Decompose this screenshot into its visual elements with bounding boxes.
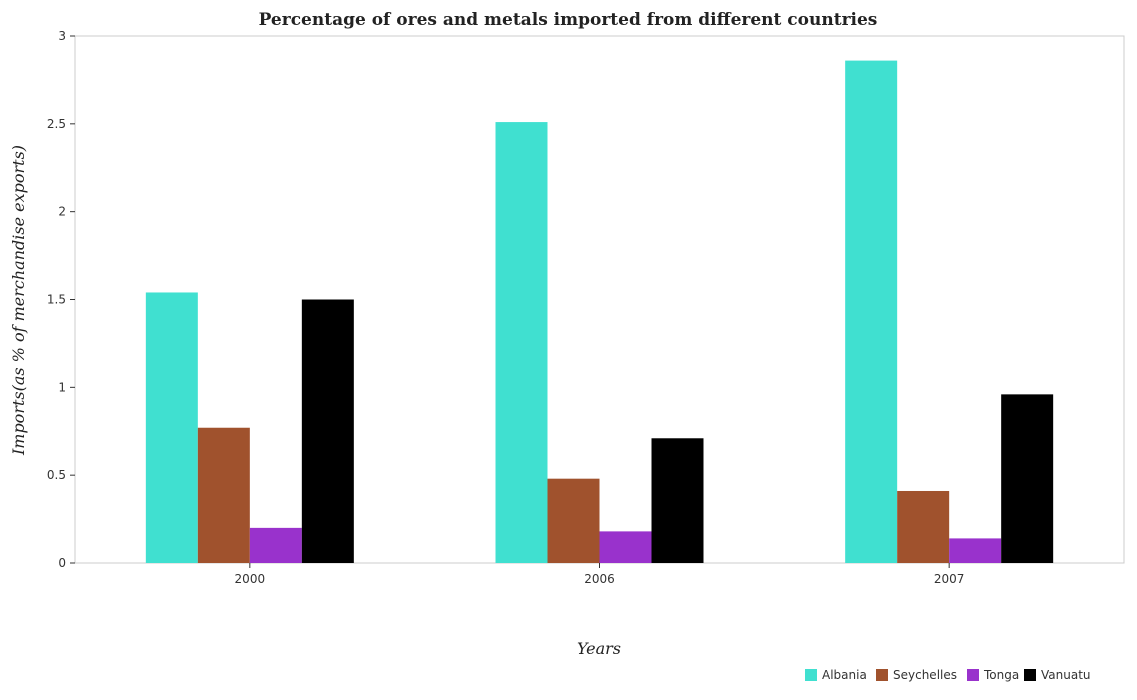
legend-label-vanuatu: Vanuatu: [1041, 668, 1091, 682]
x-tick-label: 2006: [584, 572, 615, 586]
x-axis: 2000 2006 2007: [235, 563, 965, 586]
y-tick-label: 3: [58, 29, 66, 43]
legend-label-seychelles: Seychelles: [893, 668, 957, 682]
y-tick-label: 2: [58, 205, 66, 219]
x-axis-label: Years: [577, 639, 621, 658]
bar-seychelles-2007: [897, 490, 950, 563]
y-axis-label: Imports(as % of merchandise exports): [9, 145, 28, 456]
chart-title: Percentage of ores and metals imported f…: [259, 10, 878, 30]
legend-swatch-seychelles: [876, 669, 888, 681]
bars: [145, 60, 1054, 564]
x-tick-label: 2007: [934, 572, 965, 586]
bar-albania-2007: [845, 60, 898, 564]
bar-albania-2000: [145, 292, 198, 563]
y-tick-label: 1.5: [47, 293, 66, 307]
bar-vanuatu-2006: [651, 438, 704, 563]
y-tick-label: 2.5: [47, 117, 66, 131]
legend-swatch-tonga: [967, 669, 979, 681]
y-tick-label: 1: [58, 380, 66, 394]
x-tick-label: 2000: [235, 572, 266, 586]
legend-label-tonga: Tonga: [983, 668, 1019, 682]
bar-vanuatu-2007: [1001, 394, 1054, 563]
legend-swatch-albania: [805, 669, 817, 681]
bar-seychelles-2006: [547, 478, 600, 563]
bar-seychelles-2000: [197, 427, 250, 563]
y-axis: 0 0.5 1 1.5 2 2.5 3: [47, 29, 75, 570]
bar-vanuatu-2000: [301, 299, 354, 563]
legend-swatch-vanuatu: [1024, 669, 1036, 681]
bar-tonga-2007: [949, 538, 1002, 563]
y-tick-label: 0.5: [47, 468, 66, 482]
legend: Albania Seychelles Tonga Vanuatu: [805, 668, 1091, 682]
bar-tonga-2000: [249, 527, 302, 563]
bar-tonga-2006: [599, 531, 652, 563]
legend-label-albania: Albania: [822, 668, 867, 682]
bar-albania-2006: [495, 122, 548, 564]
y-tick-label: 0: [58, 556, 66, 570]
